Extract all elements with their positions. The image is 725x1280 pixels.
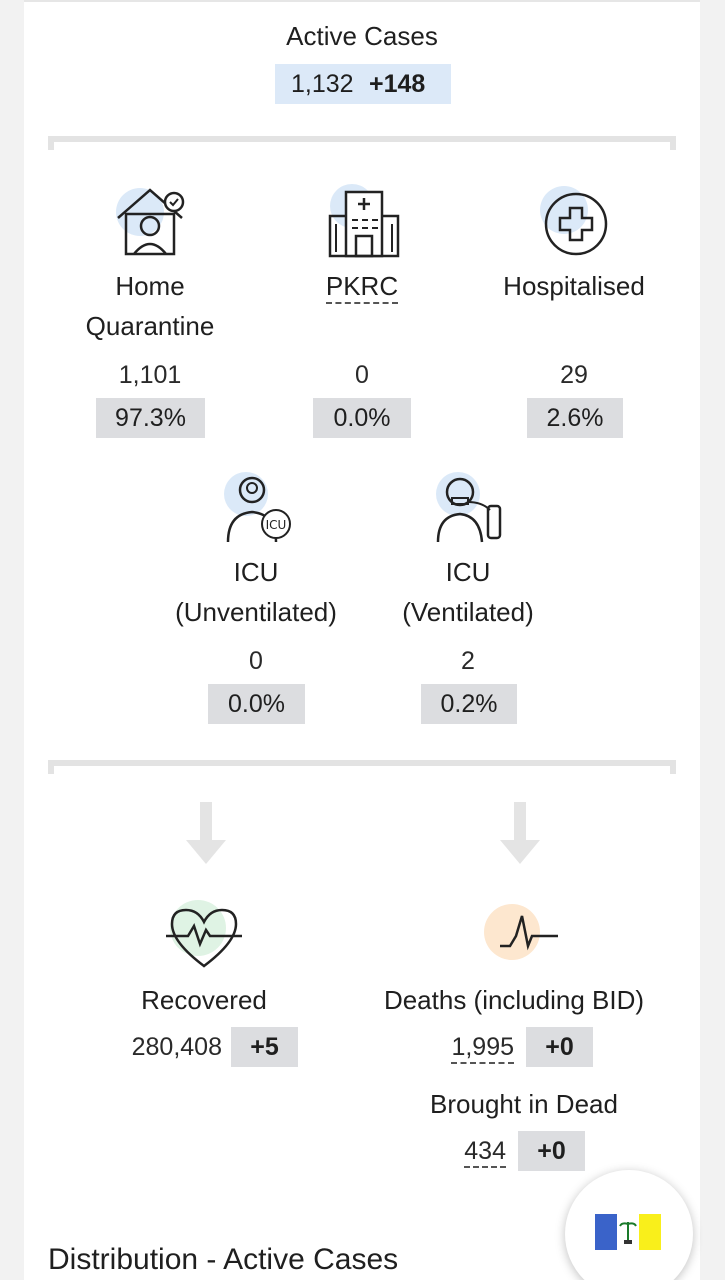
hospitalised-percent: 2.6%: [527, 398, 623, 438]
hospitalised-label: Hospitalised: [503, 271, 645, 301]
deaths-delta: +0: [526, 1027, 593, 1067]
icu-doctor-icon: ICU: [220, 470, 296, 546]
icu-unventilated-value: 0: [249, 647, 263, 675]
home-quarantine-percent: 97.3%: [96, 398, 205, 438]
arrow-down-icon: [184, 802, 228, 866]
deaths-value[interactable]: 1,995: [434, 1032, 514, 1064]
bid-value[interactable]: 434: [434, 1136, 506, 1168]
home-quarantine-value: 1,101: [118, 361, 182, 389]
ventilator-patient-icon: [432, 470, 508, 546]
hospitalised-value: 29: [560, 361, 588, 389]
home-quarantine-icon: [110, 184, 190, 260]
active-cases-value: 1,132: [291, 70, 354, 98]
state-flag-button[interactable]: [565, 1170, 693, 1280]
icu-ventilated-percent: 0.2%: [421, 684, 517, 724]
recovered-delta: +5: [231, 1027, 298, 1067]
heart-pulse-icon: [164, 898, 244, 972]
bid-label: Brought in Dead: [430, 1089, 618, 1119]
top-bracket-divider: [48, 136, 676, 150]
pulse-line-icon: [482, 900, 562, 966]
stats-card: Active Cases 1,132 +148 Home Quarantine …: [24, 0, 700, 1280]
hospital-cross-icon: [534, 184, 614, 260]
pkrc-percent: 0.0%: [313, 398, 411, 438]
recovered-label: Recovered: [141, 985, 267, 1015]
svg-text:ICU: ICU: [266, 518, 287, 532]
active-cases-delta: +148: [369, 70, 426, 98]
pkrc-building-icon: [324, 184, 404, 260]
home-quarantine-label-1: Home: [115, 271, 185, 301]
bottom-bracket-divider: [48, 760, 676, 774]
state-flag-icon: [595, 1214, 661, 1250]
icu-ventilated-label-1: ICU: [445, 557, 491, 587]
active-cases-title: Active Cases: [286, 21, 438, 51]
icu-unventilated-percent: 0.0%: [208, 684, 305, 724]
icu-ventilated-value: 2: [461, 647, 475, 675]
home-quarantine-label-2: Quarantine: [85, 311, 215, 341]
bid-delta: +0: [518, 1131, 585, 1171]
icu-unventilated-label-1: ICU: [233, 557, 279, 587]
recovered-value: 280,408: [131, 1033, 222, 1061]
section-title: Distribution - Active Cases: [48, 1243, 399, 1276]
icu-ventilated-label-2: (Ventilated): [402, 597, 534, 627]
arrow-down-icon: [498, 802, 542, 866]
pkrc-value: 0: [355, 361, 369, 389]
pkrc-label[interactable]: PKRC: [262, 266, 462, 306]
active-cases-box: 1,132 +148: [275, 64, 451, 104]
deaths-label: Deaths (including BID): [383, 985, 645, 1015]
icu-unventilated-label-2: (Unventilated): [175, 597, 337, 627]
